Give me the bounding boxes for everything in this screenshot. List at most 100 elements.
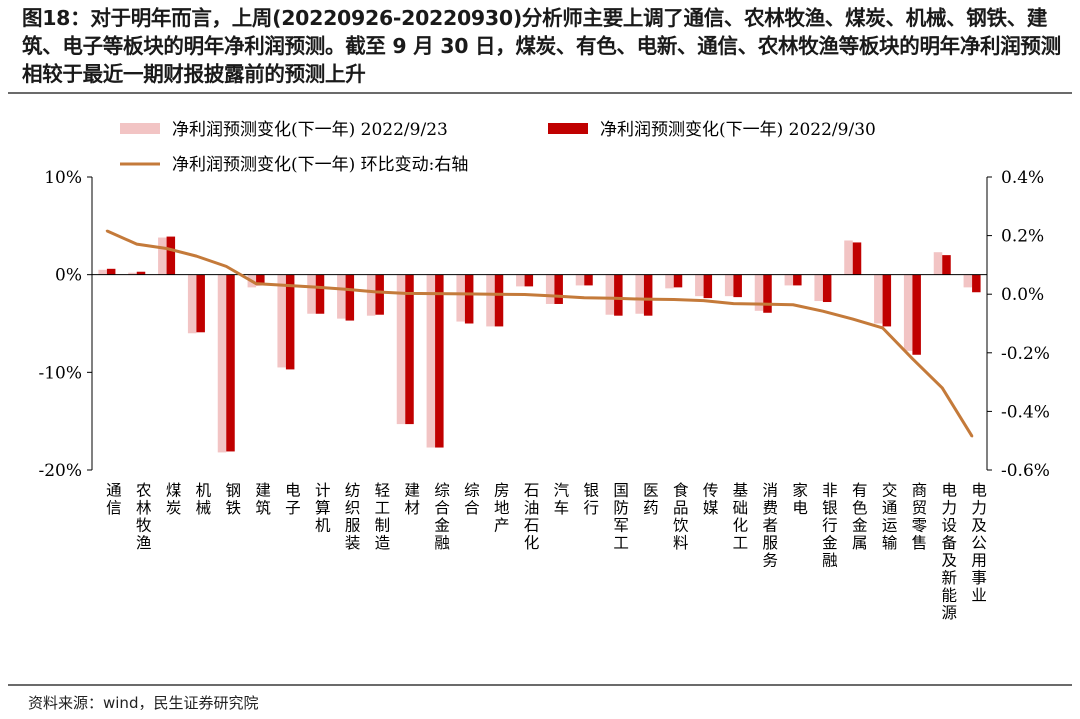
bottom-rule	[8, 684, 1072, 686]
bar-series1-3	[158, 237, 167, 275]
y-right-tick-label-2: 0.2%	[1001, 227, 1044, 247]
bar-series2-17	[584, 274, 593, 286]
bar-series1-12	[426, 274, 436, 448]
line-series3-point-6	[254, 282, 258, 285]
bar-series2-24	[793, 274, 802, 286]
bar-series1-2	[128, 272, 137, 275]
y-left-tick-label-4: -20%	[38, 461, 82, 481]
line-series3-point-19	[642, 297, 646, 301]
bar-series1-29	[933, 252, 943, 275]
line-series3-point-29	[941, 386, 944, 390]
bar-series2-27	[882, 274, 892, 327]
y-right-tick-label-1: 0.4%	[1001, 168, 1044, 188]
bar-series2-25	[822, 274, 832, 303]
bar-series1-24	[784, 274, 794, 286]
line-series3-point-4	[195, 254, 198, 258]
line-series3-point-26	[851, 317, 854, 321]
line-series3-point-18	[612, 297, 616, 300]
x-category-label-27: 交通运输	[880, 482, 898, 552]
bar-series2-1	[106, 268, 116, 275]
bar-series2-2	[136, 271, 146, 275]
y-left-tick-label-3: -10%	[38, 363, 82, 383]
bar-series1-26	[844, 240, 853, 275]
bar-series2-30	[972, 274, 981, 293]
bar-series1-30	[963, 274, 973, 288]
y-right-tick-label-4: -0.2%	[1001, 344, 1050, 364]
line-series3-point-20	[672, 298, 675, 301]
bar-series2-16	[554, 274, 563, 304]
line-series3-point-14	[493, 293, 496, 296]
bar-series1-27	[874, 274, 883, 324]
x-category-label-18: 国防军工	[611, 482, 629, 552]
x-category-label-6: 建筑	[253, 482, 271, 517]
line-series3-point-24	[791, 303, 795, 306]
line-series3-path	[106, 229, 974, 438]
x-category-label-26: 有色金属	[850, 482, 868, 552]
bar-series1-19	[635, 274, 644, 314]
x-category-label-17: 银行	[581, 482, 599, 517]
x-category-label-23: 消费者服务	[760, 482, 778, 570]
x-category-label-16: 汽车	[551, 482, 569, 517]
line-series3-point-27	[881, 326, 884, 330]
line-series3-point-8	[314, 285, 317, 289]
x-category-label-21: 传媒	[701, 482, 719, 517]
line-series3-point-13	[463, 292, 467, 296]
legend-swatch-series-1	[120, 123, 160, 134]
x-category-label-25: 非银行金融	[820, 482, 838, 570]
bar-series1-4	[187, 274, 197, 334]
x-category-label-8: 计算机	[313, 482, 331, 535]
bar-series2-26	[852, 242, 862, 275]
bar-series1-9	[337, 274, 346, 319]
bar-series1-17	[575, 274, 585, 286]
line-series3-point-1	[105, 229, 109, 233]
line-series3-point-16	[553, 294, 556, 298]
x-category-label-9: 纺织服装	[343, 482, 361, 552]
bar-series1-8	[307, 274, 316, 314]
legend-swatch-series-2	[548, 123, 588, 134]
bar-series1-25	[814, 274, 823, 302]
y-left-tick-label-1: 10%	[44, 168, 82, 188]
line-series3-point-9	[344, 288, 347, 291]
x-category-label-10: 轻工制造	[372, 482, 390, 552]
x-category-label-2: 农林牧渔	[134, 482, 152, 552]
y-right-tick-label-3: 0.0%	[1001, 285, 1044, 305]
bar-series1-1	[98, 269, 107, 275]
x-category-label-11: 建材	[402, 482, 420, 517]
bar-series1-28	[903, 274, 913, 351]
line-series3-point-7	[284, 284, 288, 287]
x-category-label-28: 商贸零售	[909, 482, 927, 552]
bar-series2-13	[464, 274, 474, 324]
bar-series2-9	[345, 274, 355, 321]
bar-series2-5	[226, 274, 235, 452]
top-rule	[8, 92, 1072, 94]
x-category-label-29: 电力设备及新能源	[939, 482, 957, 622]
line-series3-point-23	[762, 302, 765, 306]
bar-series1-15	[516, 274, 525, 287]
bar-series1-22	[724, 274, 734, 297]
y-left-tick-label-2: 0%	[55, 266, 82, 286]
bar-series1-11	[396, 274, 406, 425]
bar-series2-20	[673, 274, 683, 288]
bar-series2-7	[285, 274, 295, 370]
bar-series1-16	[545, 274, 555, 304]
line-series3-point-22	[732, 302, 735, 305]
bar-series2-22	[733, 274, 742, 298]
x-category-label-20: 食品饮料	[671, 482, 689, 552]
line-series3-point-30	[970, 435, 974, 438]
line-series3-point-17	[583, 296, 586, 299]
bar-series2-11	[405, 274, 414, 425]
bar-series2-6	[256, 274, 265, 286]
bar-series2-14	[494, 274, 504, 327]
bar-series2-8	[315, 274, 325, 314]
x-category-label-4: 机械	[193, 482, 211, 517]
bar-series2-18	[614, 274, 623, 316]
line-series3-point-25	[821, 309, 825, 313]
x-category-label-7: 电子	[283, 482, 301, 517]
line-series3-point-12	[433, 292, 437, 295]
bar-series1-5	[217, 274, 227, 453]
line-series3-point-10	[374, 290, 377, 294]
bar-series1-14	[486, 274, 495, 327]
bar-series1-23	[754, 274, 764, 311]
bar-series1-20	[665, 274, 674, 289]
y-right-tick-label-6: -0.6%	[1001, 461, 1050, 481]
